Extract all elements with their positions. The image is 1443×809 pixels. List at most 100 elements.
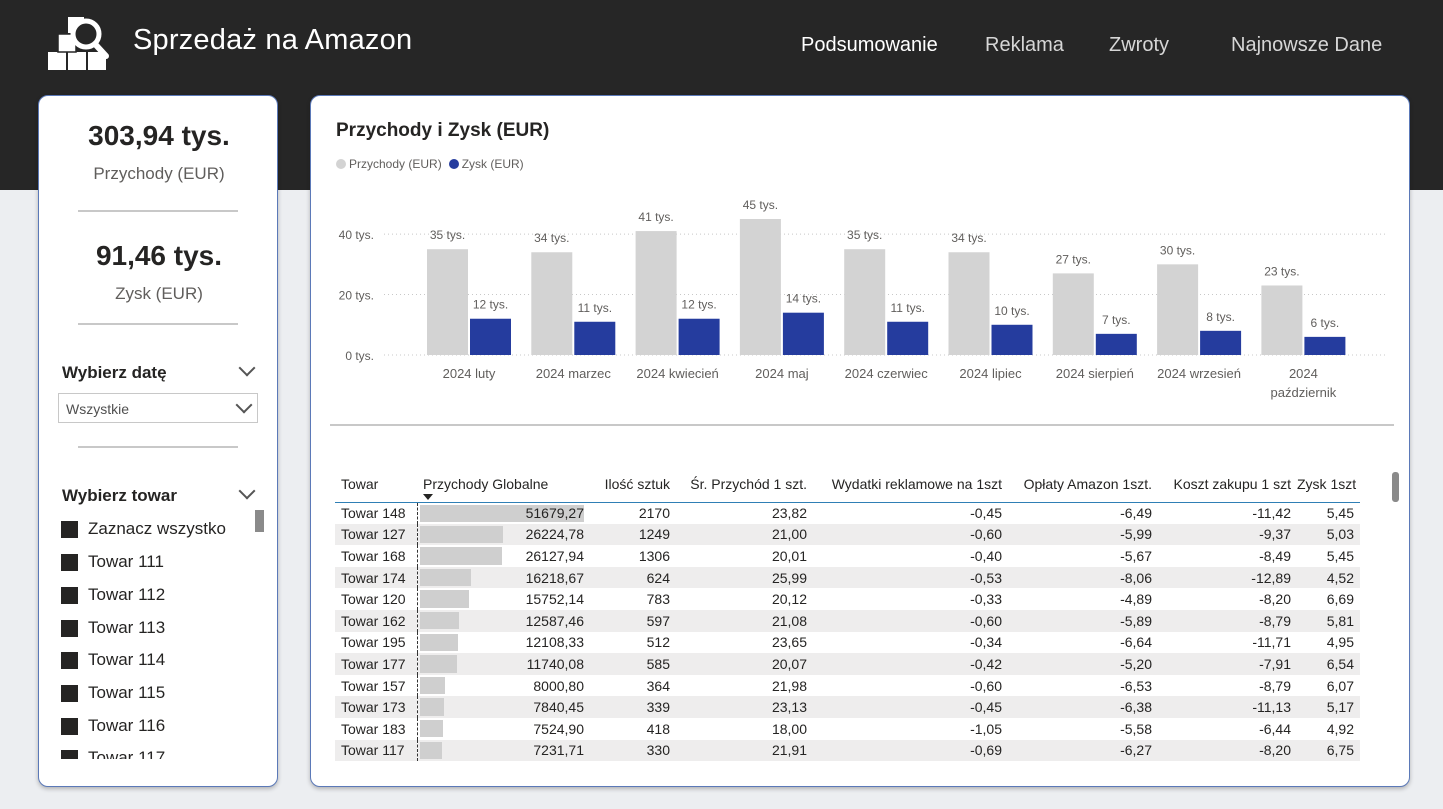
checkbox[interactable] [61, 684, 78, 702]
product-item[interactable]: Towar 112 [61, 580, 165, 610]
table-row[interactable]: Towar 177 11740,08 585 20,07 -0,42 -5,20 -7,91… [335, 653, 1360, 675]
chevron-down-icon[interactable] [238, 359, 256, 377]
nav-reklama[interactable]: Reklama [985, 34, 1064, 56]
revenue-bar-cell: 15752,14 [416, 588, 592, 610]
value-cell: -11,42 [1252, 505, 1291, 522]
value-cell: -0,53 [813, 566, 1008, 589]
table-row[interactable]: Towar 148 51679,27 2170 23,82 -0,45 -6,49 -11,… [335, 502, 1360, 524]
column-header[interactable]: Wydatki reklamowe na 1szt [813, 466, 1008, 503]
revenue-databar [419, 611, 460, 630]
checkbox[interactable] [61, 520, 78, 538]
date-dropdown[interactable]: Wszystkie [58, 393, 258, 423]
revenue-databar [419, 633, 458, 652]
value-cell: 364 [646, 677, 670, 694]
nav-zwroty[interactable]: Zwroty [1109, 34, 1169, 56]
date-slicer-title: Wybierz datę [62, 363, 167, 382]
revenue-profit-chart: 0 tys. 20 tys. 40 tys. 35 tys. 12 tys. 2024 l… [339, 198, 1386, 400]
chevron-down-icon[interactable] [238, 482, 256, 500]
value-cell: 23,65 [771, 634, 807, 651]
checkbox[interactable] [61, 619, 78, 637]
legend-item-revenue[interactable]: Przychody (EUR) [336, 157, 442, 171]
boxes-magnifier-icon [48, 17, 109, 70]
revenue-databar [419, 525, 503, 544]
table-scrollbar[interactable] [1392, 472, 1399, 502]
data-label: 30 tys. [1160, 243, 1195, 257]
value-cell: -8,20 [1259, 591, 1291, 608]
table-row[interactable]: Towar 127 26224,78 1249 21,00 -0,60 -5,99 -9,3… [335, 523, 1360, 546]
revenue-bar [1157, 264, 1199, 355]
x-tick-label: 2024 marzec [536, 366, 612, 381]
data-label: 27 tys. [1056, 252, 1091, 266]
checkbox[interactable] [61, 749, 78, 759]
table-row[interactable]: Towar 168 26127,94 1306 20,01 -0,40 -5,67 -8,4… [335, 545, 1360, 567]
table-row[interactable]: Towar 173 7840,45 339 23,13 -0,45 -6,38 -11,13… [335, 696, 1360, 718]
date-dropdown-value: Wszystkie [66, 401, 129, 417]
product-name-cell: Towar 148 [341, 505, 406, 522]
value-cell: -5,58 [1120, 720, 1152, 737]
checkbox[interactable] [61, 717, 78, 735]
column-header[interactable]: Towar [335, 466, 417, 503]
column-header[interactable]: Opłaty Amazon 1szt. [1008, 466, 1158, 503]
product-name-cell: Towar 173 [335, 696, 417, 718]
value-cell: 6,69 [1326, 591, 1354, 608]
profit-bar [782, 312, 824, 355]
product-item[interactable]: Towar 116 [61, 711, 165, 741]
column-header[interactable]: Śr. Przychód 1 szt. [676, 466, 813, 503]
data-label: 10 tys. [994, 304, 1029, 318]
product-select-all[interactable]: Zaznacz wszystko [61, 514, 226, 544]
product-item[interactable]: Towar 115 [61, 678, 165, 708]
column-header[interactable]: Koszt zakupu 1 szt [1158, 466, 1297, 503]
value-cell: 4,92 [1326, 720, 1354, 737]
list-item-label: Zaznacz wszystko [88, 519, 226, 538]
nav-podsumowanie[interactable]: Podsumowanie [801, 34, 938, 56]
product-name-cell: Towar 183 [341, 720, 406, 737]
value-cell: 20,12 [771, 591, 807, 608]
column-header[interactable]: Ilość sztuk [592, 466, 676, 503]
revenue-bar-cell: 7524,90 [416, 717, 592, 740]
data-label: 14 tys. [786, 292, 821, 306]
value-cell: 5,45 [1326, 547, 1354, 564]
column-header[interactable]: Zysk 1szt [1297, 466, 1360, 503]
revenue-bar-cell: 26127,94 [416, 545, 592, 567]
revenue-bar-cell: 7231,71 [416, 739, 592, 762]
value-cell: 5,03 [1297, 523, 1360, 546]
profit-bar [470, 318, 511, 355]
table-row[interactable]: Towar 162 12587,46 597 21,08 -0,60 -5,89 -8,79… [335, 609, 1360, 632]
table-row[interactable]: Towar 183 7524,90 418 18,00 -1,05 -5,58 -6,44 4… [335, 717, 1360, 740]
product-item[interactable]: Towar 114 [61, 645, 165, 675]
revenue-bar [739, 219, 781, 355]
value-cell: -11,13 [1158, 696, 1297, 718]
filter-panel: 303,94 tys. Przychody (EUR) 91,46 tys. Z… [38, 95, 278, 787]
table-row[interactable]: Towar 195 12108,33 512 23,65 -0,34 -6,64 -11,7… [335, 631, 1360, 654]
table-row[interactable]: Towar 174 16218,67 624 25,99 -0,53 -8,06 -12,8… [335, 566, 1360, 589]
column-header-sorted[interactable]: Przychody Globalne [417, 466, 592, 503]
x-tick-label: 2024 sierpień [1056, 366, 1134, 381]
value-cell: -5,89 [1008, 609, 1158, 632]
legend-dot [448, 159, 459, 169]
table-row[interactable]: Towar 120 15752,14 783 20,12 -0,33 -4,89 -8,20… [335, 588, 1360, 610]
list-item-label: Towar 114 [88, 650, 166, 669]
y-tick-label: 40 tys. [339, 228, 374, 242]
value-cell: 597 [592, 609, 676, 632]
list-scrollbar[interactable] [255, 510, 264, 532]
checkbox[interactable] [61, 651, 78, 669]
revenue-value: 15752,14 [525, 591, 584, 608]
revenue-value: 8000,80 [533, 677, 584, 694]
product-item[interactable]: Towar 111 [61, 547, 164, 577]
value-cell: 418 [646, 720, 670, 737]
data-label: 7 tys. [1102, 313, 1131, 327]
table-row[interactable]: Towar 117 7231,71 330 21,91 -0,69 -6,27 -8,20 6… [335, 739, 1360, 762]
checkbox[interactable] [61, 553, 78, 571]
table-row[interactable]: Towar 157 8000,80 364 21,98 -0,60 -6,53 -8,79 6… [335, 674, 1360, 697]
product-item[interactable]: Towar 113 [61, 613, 165, 643]
revenue-databar [419, 568, 471, 587]
legend-item-profit[interactable]: Zysk (EUR) [448, 157, 524, 171]
revenue-bar-cell: 8000,80 [416, 674, 592, 697]
value-cell: 2170 [638, 505, 670, 522]
nav-najnowsze-dane[interactable]: Najnowsze Dane [1231, 34, 1383, 56]
product-item[interactable]: Towar 117 [61, 743, 165, 759]
checkbox[interactable] [61, 586, 78, 604]
x-tick-label: 2024 kwiecień [636, 366, 718, 381]
value-cell: 18,00 [771, 720, 807, 737]
list-item-label: Towar 113 [88, 618, 166, 637]
